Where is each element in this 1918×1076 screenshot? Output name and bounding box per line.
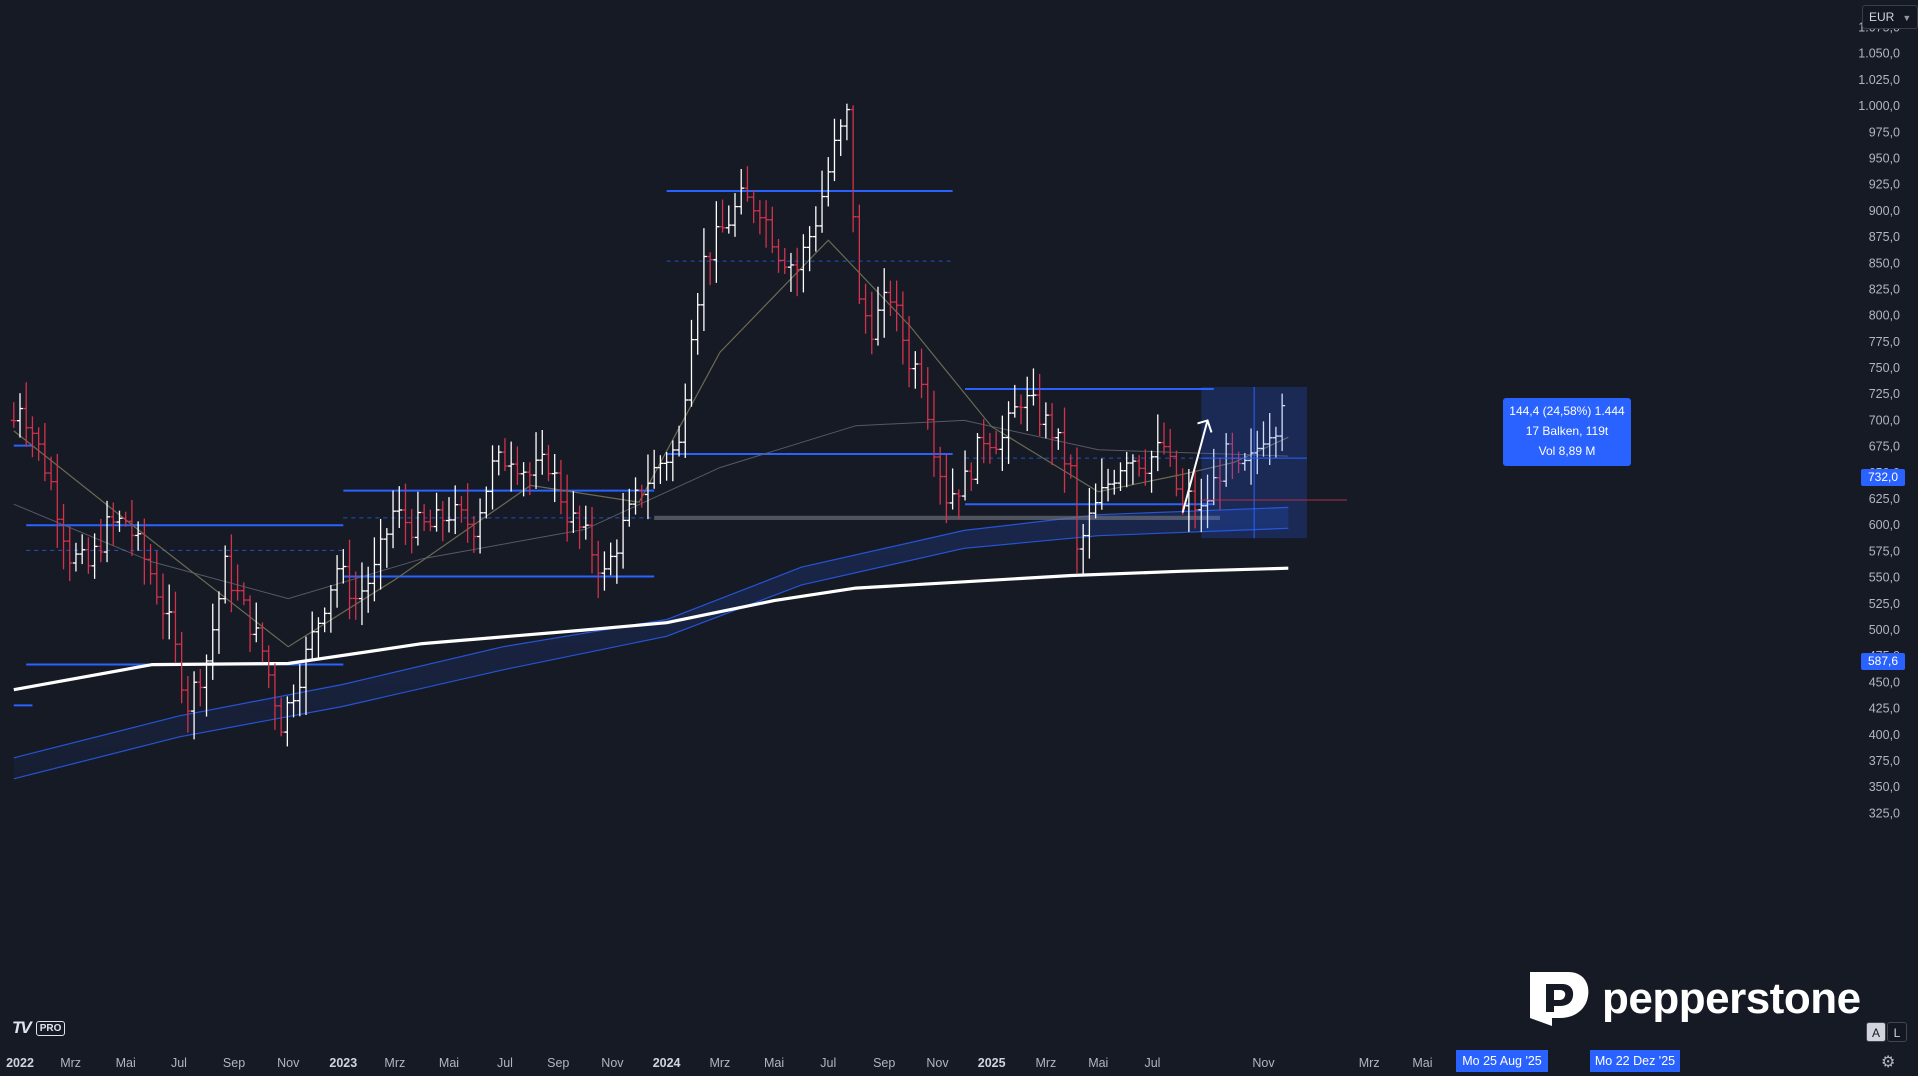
measure-change: 144,4 (24,58%) 1.444 bbox=[1509, 404, 1625, 418]
y-axis-tick-label: 925,0 bbox=[1869, 178, 1900, 192]
y-axis-tick-label: 950,0 bbox=[1869, 151, 1900, 165]
x-axis-tick-label: Mrz bbox=[384, 1056, 405, 1070]
x-axis-tick-label: 2022 bbox=[6, 1056, 34, 1070]
auto-scale-button[interactable]: A bbox=[1866, 1022, 1886, 1042]
y-axis-tick-label: 500,0 bbox=[1869, 623, 1900, 637]
ema-slow-line bbox=[13, 419, 1289, 600]
ema-ribbon-fill bbox=[13, 507, 1289, 779]
trend-arrow-head bbox=[1197, 419, 1213, 433]
x-axis-tick-label: Jul bbox=[171, 1056, 187, 1070]
y-axis-tick-label: 775,0 bbox=[1869, 335, 1900, 349]
x-axis-tick-label: 2025 bbox=[978, 1056, 1006, 1070]
y-axis-tick-label: 525,0 bbox=[1869, 597, 1900, 611]
gear-icon[interactable]: ⚙ bbox=[1881, 1054, 1896, 1071]
x-axis-tick-label: Sep bbox=[547, 1056, 569, 1070]
date-label-start: Mo 25 Aug '25 bbox=[1456, 1050, 1548, 1072]
x-axis-tick-label: Sep bbox=[873, 1056, 895, 1070]
x-axis-tick-label: Jul bbox=[1144, 1056, 1160, 1070]
y-axis-tick-label: 825,0 bbox=[1869, 282, 1900, 296]
date-label-end: Mo 22 Dez '25 bbox=[1590, 1050, 1680, 1072]
chevron-down-icon: ▼ bbox=[1902, 13, 1912, 23]
pepperstone-logo: pepperstone bbox=[1522, 968, 1861, 1030]
y-axis-tick-label: 575,0 bbox=[1869, 544, 1900, 558]
y-axis-tick-label: 600,0 bbox=[1869, 518, 1900, 532]
y-axis-tick-label: 675,0 bbox=[1869, 440, 1900, 454]
x-axis-tick-label: 2023 bbox=[329, 1056, 357, 1070]
tradingview-logo[interactable]: TV PRO bbox=[12, 1018, 66, 1038]
y-axis-tick-label: 400,0 bbox=[1869, 728, 1900, 742]
y-axis-tick-label: 1.025,0 bbox=[1858, 73, 1900, 87]
sma-200-line bbox=[13, 566, 1289, 692]
measure-volume: Vol 8,89 M bbox=[1538, 444, 1596, 458]
x-axis-tick-label: Mrz bbox=[1359, 1056, 1380, 1070]
pro-badge: PRO bbox=[35, 1020, 66, 1036]
y-axis-tick-label: 450,0 bbox=[1869, 675, 1900, 689]
y-axis-tick-label: 700,0 bbox=[1869, 413, 1900, 427]
pepperstone-logo-icon bbox=[1530, 972, 1589, 1026]
y-axis-tick-label: 900,0 bbox=[1869, 204, 1900, 218]
currency-label: EUR bbox=[1869, 10, 1895, 24]
y-axis-tick-label: 975,0 bbox=[1869, 125, 1900, 139]
y-axis-tick-label: 1.050,0 bbox=[1858, 47, 1900, 61]
x-axis-tick-label: Sep bbox=[223, 1056, 245, 1070]
y-axis-tick-label: 800,0 bbox=[1869, 309, 1900, 323]
measure-tooltip: 144,4 (24,58%) 1.444 17 Balken, 119t Vol… bbox=[1503, 398, 1631, 466]
x-axis-tick-label: Mai bbox=[116, 1056, 136, 1070]
y-axis-tick-label: 325,0 bbox=[1869, 806, 1900, 820]
y-axis-tick-label: 850,0 bbox=[1869, 256, 1900, 270]
x-axis-tick-label: Mai bbox=[764, 1056, 784, 1070]
support-zone bbox=[654, 515, 1220, 520]
measure-bars: 17 Balken, 119t bbox=[1525, 424, 1609, 438]
x-axis-tick-label: Nov bbox=[1252, 1056, 1275, 1070]
x-axis-tick-label: Nov bbox=[277, 1056, 300, 1070]
price-label-upper: 732,0 bbox=[1861, 469, 1905, 486]
brand-name: pepperstone bbox=[1602, 974, 1861, 1023]
log-scale-button[interactable]: L bbox=[1887, 1022, 1907, 1042]
x-axis-tick-label: Mai bbox=[439, 1056, 459, 1070]
y-axis-tick-label: 425,0 bbox=[1869, 702, 1900, 716]
y-axis-tick-label: 350,0 bbox=[1869, 780, 1900, 794]
x-axis-tick-label: Mai bbox=[1412, 1056, 1432, 1070]
ema-ribbon-lower bbox=[13, 527, 1289, 780]
y-axis-tick-label: 1.000,0 bbox=[1858, 99, 1900, 113]
x-axis-tick-label: Nov bbox=[926, 1056, 949, 1070]
trend-arrow-line bbox=[1181, 420, 1209, 513]
x-axis-tick-label: Mrz bbox=[60, 1056, 81, 1070]
x-axis-tick-label: 2024 bbox=[653, 1056, 681, 1070]
x-axis-tick-label: Jul bbox=[497, 1056, 513, 1070]
x-axis-tick-label: Jul bbox=[820, 1056, 836, 1070]
x-axis-tick-label: Mai bbox=[1088, 1056, 1108, 1070]
x-axis-tick-label: Mrz bbox=[709, 1056, 730, 1070]
y-axis-tick-label: 375,0 bbox=[1869, 754, 1900, 768]
x-axis-tick-label: Nov bbox=[601, 1056, 624, 1070]
ema-fast-line bbox=[13, 239, 1289, 648]
price-label-lower: 587,6 bbox=[1861, 653, 1905, 670]
y-axis-tick-label: 725,0 bbox=[1869, 387, 1900, 401]
y-axis-tick-label: 875,0 bbox=[1869, 230, 1900, 244]
y-axis-tick-label: 550,0 bbox=[1869, 571, 1900, 585]
y-axis-tick-label: 625,0 bbox=[1869, 492, 1900, 506]
tradingview-mark: TV bbox=[12, 1018, 32, 1037]
currency-selector[interactable]: EUR ▼ bbox=[1862, 5, 1918, 29]
y-axis-tick-label: 750,0 bbox=[1869, 361, 1900, 375]
x-axis-tick-label: Mrz bbox=[1035, 1056, 1056, 1070]
